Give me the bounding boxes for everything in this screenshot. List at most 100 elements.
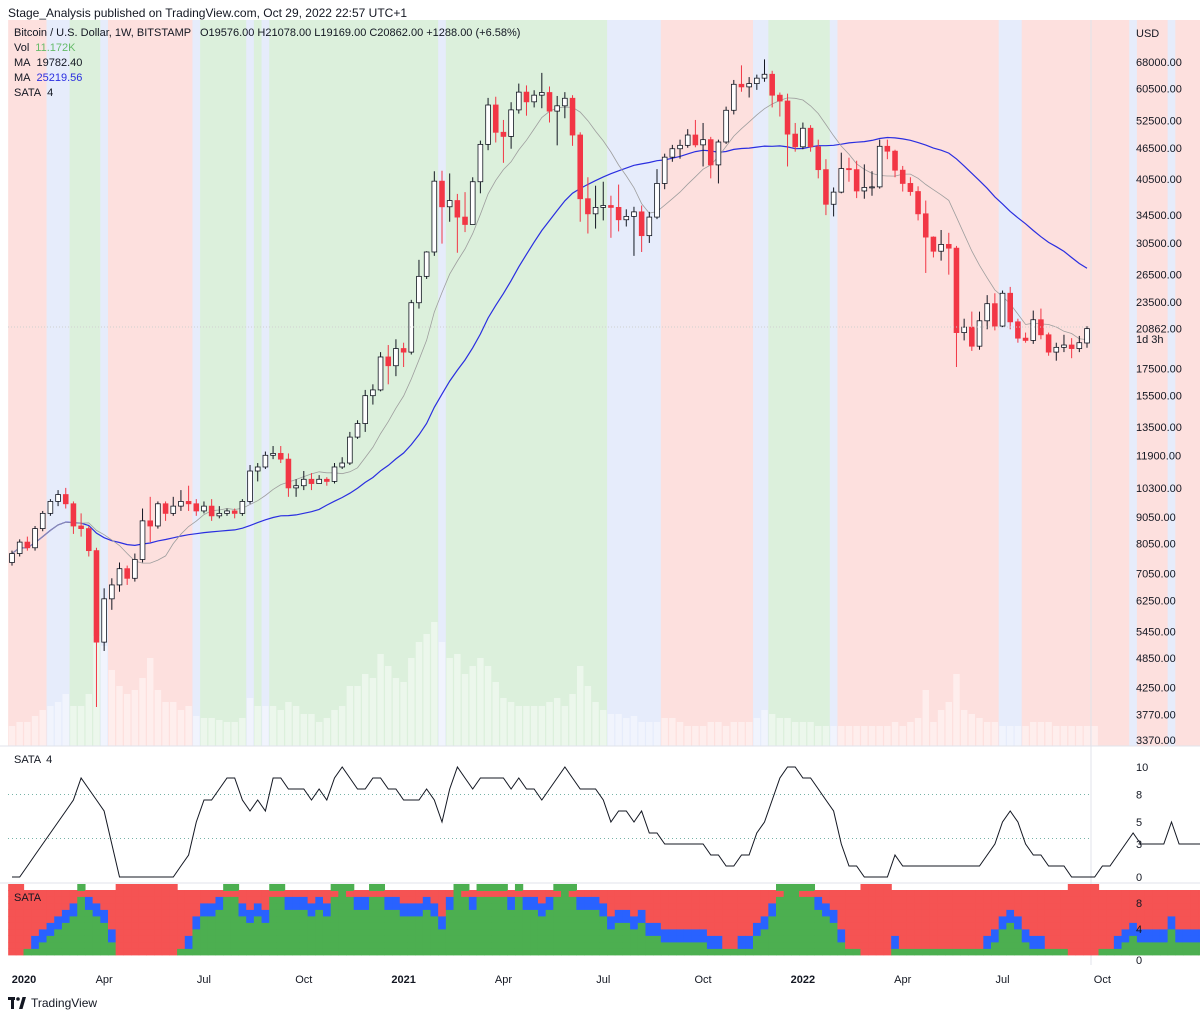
- candle[interactable]: [562, 92, 568, 119]
- candle[interactable]: [78, 513, 84, 537]
- candle[interactable]: [124, 565, 130, 585]
- candle[interactable]: [938, 229, 944, 261]
- candle[interactable]: [285, 453, 292, 497]
- candle[interactable]: [585, 177, 591, 234]
- candle[interactable]: [961, 318, 967, 341]
- candle[interactable]: [738, 65, 745, 92]
- candle[interactable]: [109, 578, 115, 610]
- candle[interactable]: [508, 102, 514, 149]
- candle[interactable]: [247, 464, 253, 504]
- candle[interactable]: [984, 295, 990, 330]
- candle[interactable]: [1007, 286, 1013, 330]
- candle[interactable]: [700, 122, 706, 167]
- candle[interactable]: [331, 463, 338, 484]
- candle[interactable]: [830, 187, 837, 217]
- candle[interactable]: [861, 164, 868, 199]
- candle[interactable]: [930, 236, 937, 258]
- candle[interactable]: [270, 446, 276, 460]
- candle[interactable]: [201, 501, 207, 514]
- candle[interactable]: [853, 160, 860, 199]
- candle[interactable]: [293, 479, 299, 497]
- candle[interactable]: [1076, 335, 1083, 353]
- candle[interactable]: [615, 184, 622, 232]
- candle[interactable]: [469, 177, 476, 225]
- candle[interactable]: [32, 525, 38, 551]
- candle[interactable]: [792, 122, 798, 152]
- candle[interactable]: [654, 169, 660, 220]
- candle[interactable]: [370, 384, 376, 405]
- candle[interactable]: [116, 562, 123, 592]
- candle[interactable]: [884, 139, 891, 160]
- candle[interactable]: [208, 499, 215, 521]
- candle[interactable]: [354, 420, 361, 439]
- candle[interactable]: [992, 293, 998, 331]
- candle[interactable]: [193, 499, 200, 516]
- candle[interactable]: [9, 550, 15, 566]
- candle[interactable]: [554, 95, 560, 146]
- legend-ma-fast[interactable]: MA 19782.40: [14, 57, 82, 69]
- candle[interactable]: [178, 490, 184, 511]
- candle[interactable]: [746, 77, 752, 98]
- candle[interactable]: [347, 431, 353, 465]
- candle[interactable]: [623, 209, 630, 227]
- candle[interactable]: [47, 499, 54, 516]
- candle[interactable]: [62, 487, 69, 509]
- candle[interactable]: [277, 446, 284, 464]
- candle[interactable]: [1068, 338, 1075, 359]
- candle[interactable]: [976, 311, 983, 350]
- candle[interactable]: [692, 119, 699, 148]
- candle[interactable]: [362, 389, 368, 432]
- candle[interactable]: [1084, 326, 1090, 348]
- candle[interactable]: [761, 59, 768, 82]
- candle[interactable]: [408, 299, 415, 355]
- candle[interactable]: [416, 259, 422, 309]
- candle[interactable]: [638, 205, 645, 252]
- candle[interactable]: [423, 251, 430, 279]
- candle[interactable]: [600, 181, 607, 221]
- candle[interactable]: [807, 125, 814, 152]
- candle[interactable]: [915, 186, 921, 221]
- candle[interactable]: [800, 122, 806, 150]
- candle[interactable]: [577, 132, 583, 222]
- candle[interactable]: [39, 510, 46, 532]
- candle[interactable]: [669, 144, 676, 162]
- candle[interactable]: [946, 232, 952, 275]
- candle[interactable]: [646, 211, 653, 243]
- candle[interactable]: [777, 92, 783, 117]
- legend-volume[interactable]: Vol 11.172K: [14, 42, 75, 54]
- candle[interactable]: [838, 152, 845, 194]
- candle[interactable]: [262, 451, 269, 469]
- footer-brand[interactable]: TradingView: [8, 996, 97, 1010]
- candle[interactable]: [101, 588, 107, 651]
- candle[interactable]: [216, 506, 223, 519]
- candle[interactable]: [224, 508, 230, 516]
- legend-sata[interactable]: SATA 4: [14, 87, 53, 99]
- candle[interactable]: [569, 95, 576, 146]
- candle[interactable]: [731, 79, 737, 115]
- candle[interactable]: [846, 157, 852, 182]
- candle[interactable]: [24, 536, 31, 551]
- candle[interactable]: [592, 185, 599, 229]
- candle[interactable]: [876, 139, 883, 189]
- candle[interactable]: [684, 129, 691, 148]
- candle[interactable]: [132, 553, 138, 582]
- candle[interactable]: [339, 457, 345, 469]
- candle[interactable]: [823, 159, 829, 216]
- candle[interactable]: [301, 471, 307, 491]
- candle[interactable]: [784, 93, 791, 167]
- candle[interactable]: [139, 508, 146, 563]
- candle[interactable]: [70, 501, 77, 534]
- candle[interactable]: [1015, 318, 1021, 343]
- candle[interactable]: [1061, 334, 1067, 353]
- candle[interactable]: [155, 501, 161, 529]
- candle[interactable]: [439, 170, 445, 244]
- candle[interactable]: [500, 119, 507, 163]
- candle[interactable]: [1022, 332, 1029, 343]
- candle[interactable]: [539, 72, 545, 109]
- candle[interactable]: [815, 139, 822, 179]
- candle[interactable]: [754, 74, 760, 90]
- candle[interactable]: [1030, 310, 1037, 344]
- candle[interactable]: [661, 153, 668, 190]
- candle[interactable]: [907, 177, 914, 196]
- candle[interactable]: [400, 342, 407, 367]
